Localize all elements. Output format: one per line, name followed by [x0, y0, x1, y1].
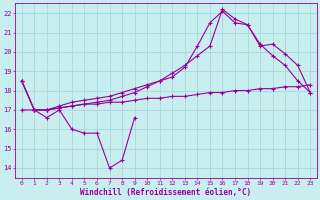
X-axis label: Windchill (Refroidissement éolien,°C): Windchill (Refroidissement éolien,°C) [80, 188, 252, 197]
